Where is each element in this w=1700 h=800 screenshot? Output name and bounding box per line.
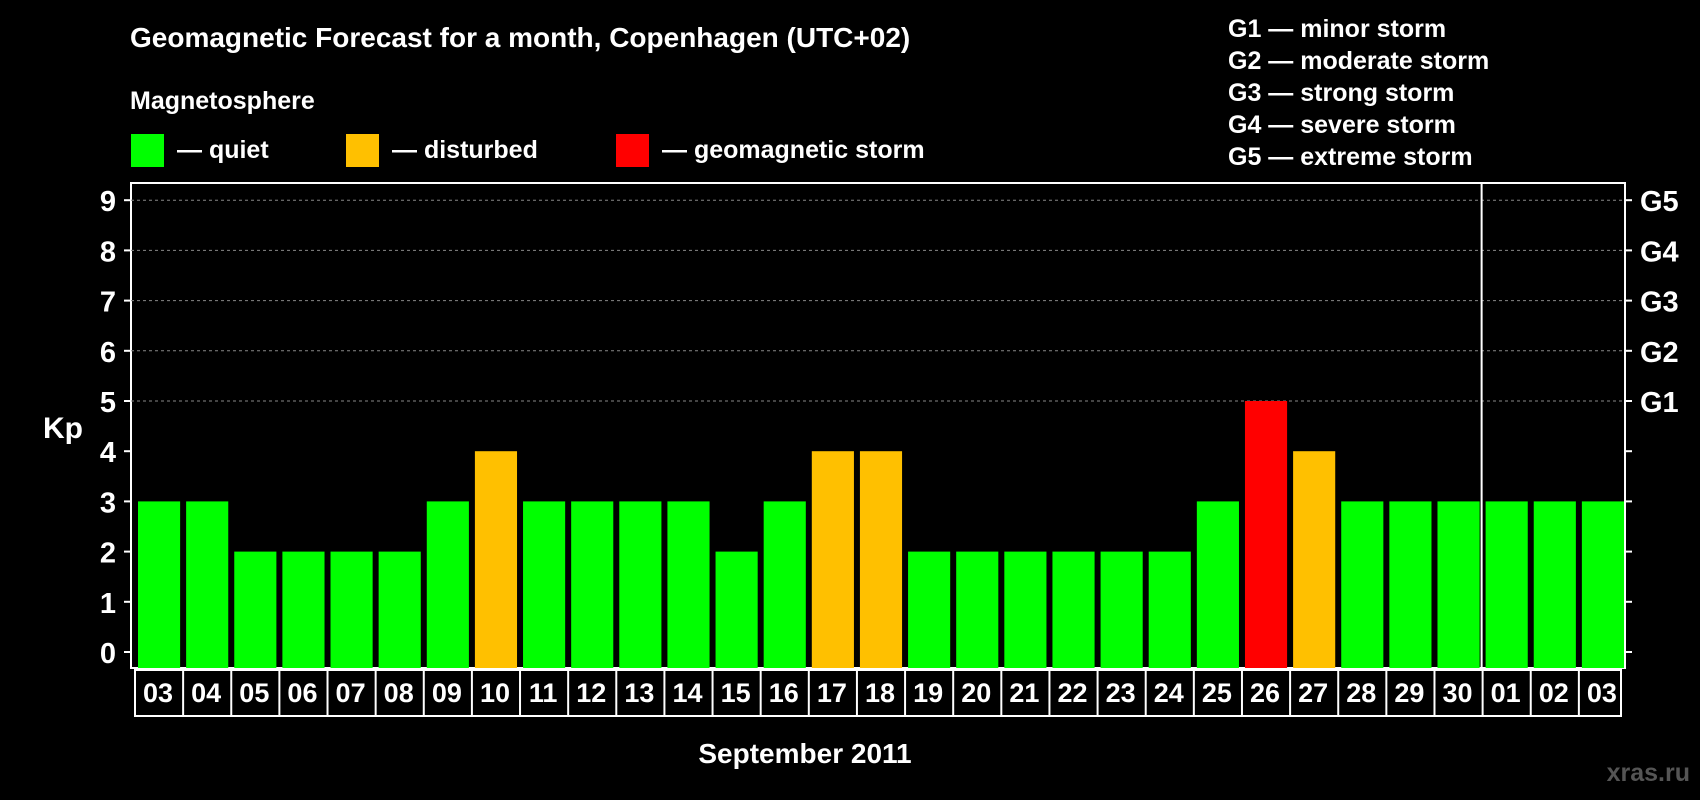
storm-scale-item: G5 — extreme storm [1228, 143, 1473, 171]
y-tick-label: 7 [100, 287, 116, 319]
y-tick-label: 6 [100, 337, 116, 369]
x-tick-label: 06 [287, 678, 317, 708]
bar-15 [715, 551, 758, 668]
y-tick-label: 1 [100, 588, 116, 620]
x-tick-label: 26 [1250, 678, 1280, 708]
x-tick-label: 27 [1298, 678, 1328, 708]
bar-19 [908, 551, 951, 668]
x-tick-label: 14 [672, 678, 702, 708]
chart-title: Geomagnetic Forecast for a month, Copenh… [130, 22, 910, 53]
bar-04 [186, 501, 229, 668]
storm-scale-legend: G1 — minor storm G2 — moderate storm G3 — … [1228, 15, 1489, 171]
bar-20 [956, 551, 999, 668]
bar-24 [1148, 551, 1191, 668]
bar-09 [426, 501, 469, 668]
x-tick-label: 15 [721, 678, 751, 708]
bar-06 [282, 551, 325, 668]
y-axis-label: Kp [43, 412, 83, 445]
bar-03 [138, 501, 181, 668]
x-tick-label: 18 [865, 678, 895, 708]
x-tick-label: 21 [1009, 678, 1039, 708]
bar-30 [1437, 501, 1480, 668]
x-tick-label: 16 [769, 678, 799, 708]
y-tick-label: 2 [100, 538, 116, 570]
bar-21 [1004, 551, 1047, 668]
bar-22 [1052, 551, 1095, 668]
bar-26 [1244, 401, 1288, 668]
x-axis-box [134, 669, 1622, 717]
legend-swatch [616, 134, 649, 167]
watermark: xras.ru [1607, 759, 1690, 787]
storm-level-label: G5 [1640, 186, 1679, 218]
x-tick-label: 08 [384, 678, 414, 708]
legend: — quiet — disturbed — geomagnetic storm [131, 134, 925, 167]
storm-level-label: G3 [1640, 287, 1679, 319]
x-tick-label: 05 [239, 678, 269, 708]
bar-12 [571, 501, 614, 668]
x-tick-label: 02 [1539, 678, 1569, 708]
x-tick-label: 10 [480, 678, 510, 708]
x-tick-label: 29 [1394, 678, 1424, 708]
bar-28 [1341, 501, 1384, 668]
y-tick-label: 4 [100, 437, 116, 469]
bar-10 [474, 451, 518, 668]
y-tick-label: 9 [100, 186, 116, 218]
x-tick-label: 22 [1057, 678, 1087, 708]
bar-08 [378, 551, 421, 668]
x-tick-label: 13 [624, 678, 654, 708]
storm-level-label: G4 [1640, 236, 1679, 268]
bar-23 [1100, 551, 1143, 668]
x-tick-label: 04 [191, 678, 221, 708]
bar-29 [1389, 501, 1432, 668]
bar-03 [1581, 501, 1624, 668]
x-tick-label: 12 [576, 678, 606, 708]
magnetosphere-heading: Magnetosphere [130, 87, 315, 115]
x-tick-label: 25 [1202, 678, 1232, 708]
x-tick-label: 01 [1491, 678, 1521, 708]
bar-17 [811, 451, 854, 668]
x-tick-label: 09 [432, 678, 462, 708]
bar-27 [1293, 451, 1336, 668]
x-tick-label: 03 [143, 678, 173, 708]
storm-scale-item: G4 — severe storm [1228, 111, 1456, 139]
x-tick-label: 07 [336, 678, 366, 708]
storm-scale-item: G3 — strong storm [1228, 79, 1454, 107]
legend-label: — disturbed [392, 136, 538, 164]
bar-18 [859, 451, 903, 668]
x-tick-label: 23 [1106, 678, 1136, 708]
bar-02 [1533, 501, 1576, 668]
x-tick-label: 11 [529, 678, 558, 708]
x-tick-label: 30 [1443, 678, 1473, 708]
x-axis-label: September 2011 [698, 738, 911, 769]
bar-01 [1485, 501, 1528, 668]
storm-scale-item: G1 — minor storm [1228, 15, 1446, 43]
bar-14 [667, 501, 710, 668]
bar-07 [330, 551, 373, 668]
legend-swatch [131, 134, 164, 167]
legend-swatch [346, 134, 379, 167]
y-tick-label: 5 [100, 387, 116, 419]
x-tick-label: 03 [1587, 678, 1617, 708]
y-tick-label: 0 [100, 638, 116, 670]
y-tick-label: 3 [100, 487, 116, 519]
bar-11 [523, 501, 566, 668]
legend-label: — quiet [177, 136, 269, 164]
x-tick-label: 24 [1154, 678, 1184, 708]
x-tick-label: 20 [961, 678, 991, 708]
bar-05 [234, 551, 277, 668]
x-tick-label: 17 [817, 678, 847, 708]
bar-25 [1196, 501, 1239, 668]
bar-16 [763, 501, 806, 668]
x-tick-label: 28 [1346, 678, 1376, 708]
legend-label: — geomagnetic storm [662, 136, 925, 164]
bar-13 [619, 501, 662, 668]
storm-level-label: G2 [1640, 337, 1679, 369]
y-tick-label: 8 [100, 236, 116, 268]
storm-level-label: G1 [1640, 387, 1679, 419]
storm-scale-item: G2 — moderate storm [1228, 47, 1489, 75]
x-tick-label: 19 [913, 678, 943, 708]
